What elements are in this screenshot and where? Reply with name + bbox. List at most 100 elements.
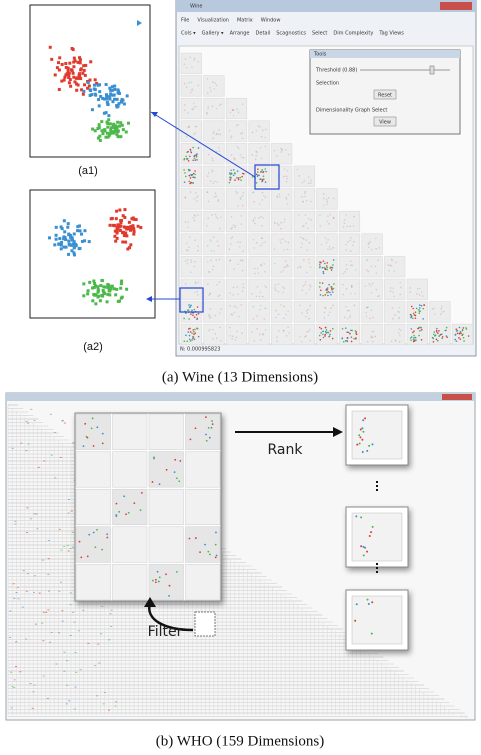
matrix-cell[interactable] xyxy=(271,256,292,277)
matrix-cell[interactable] xyxy=(271,234,292,255)
cell-point xyxy=(208,154,210,156)
matrix-cell[interactable] xyxy=(249,211,270,232)
menu-item[interactable]: Matrix xyxy=(237,18,253,24)
matrix-cell[interactable] xyxy=(317,302,338,323)
matrix-cell[interactable] xyxy=(226,256,247,277)
matrix-cell[interactable] xyxy=(294,189,315,210)
menu-item[interactable]: Window xyxy=(261,18,281,24)
matrix-cell[interactable] xyxy=(271,189,292,210)
matrix-cell[interactable] xyxy=(204,211,225,232)
matrix-cell[interactable] xyxy=(226,279,247,300)
menu-item[interactable]: Visualization xyxy=(197,18,229,24)
cell-point xyxy=(242,290,244,292)
matrix-cell[interactable] xyxy=(249,143,270,164)
matrix-cell[interactable] xyxy=(204,324,225,345)
close-button[interactable] xyxy=(440,2,472,10)
zoom-cell[interactable] xyxy=(76,489,111,525)
matrix-point xyxy=(60,550,62,551)
matrix-cell[interactable] xyxy=(384,324,405,345)
zoom-cell[interactable] xyxy=(149,564,184,600)
toolbar-item[interactable]: Scagnostics xyxy=(276,31,306,37)
matrix-point xyxy=(54,477,56,478)
toolbar-item[interactable]: Arrange xyxy=(230,31,250,37)
matrix-cell[interactable] xyxy=(249,189,270,210)
toolbar-item[interactable]: Tag Views xyxy=(378,31,404,37)
close-button-b[interactable] xyxy=(442,394,472,400)
matrix-cell[interactable] xyxy=(294,324,315,345)
matrix-cell[interactable] xyxy=(384,302,405,323)
matrix-cell[interactable] xyxy=(362,234,383,255)
matrix-cell[interactable] xyxy=(181,143,202,164)
matrix-cell[interactable] xyxy=(294,279,315,300)
matrix-cell[interactable] xyxy=(271,324,292,345)
matrix-cell[interactable] xyxy=(181,211,202,232)
matrix-cell[interactable] xyxy=(249,256,270,277)
matrix-cell[interactable] xyxy=(226,121,247,142)
matrix-cell[interactable] xyxy=(294,302,315,323)
matrix-cell[interactable] xyxy=(362,279,383,300)
matrix-cell[interactable] xyxy=(204,302,225,323)
zoom-cell[interactable] xyxy=(76,564,111,600)
toolbar-item[interactable]: Detail xyxy=(256,31,271,37)
menu-item[interactable]: File xyxy=(181,18,189,24)
matrix-point xyxy=(27,423,29,424)
zoom-cell[interactable] xyxy=(113,452,148,488)
matrix-cell[interactable] xyxy=(339,256,360,277)
cell-point xyxy=(274,222,276,224)
matrix-cell[interactable] xyxy=(226,302,247,323)
matrix-cell[interactable] xyxy=(249,234,270,255)
zoom-cell[interactable] xyxy=(113,414,148,450)
zoom-cell[interactable] xyxy=(76,452,111,488)
zoom-cell[interactable] xyxy=(186,452,221,488)
matrix-cell[interactable] xyxy=(339,279,360,300)
cell-point xyxy=(327,239,329,241)
matrix-cell[interactable] xyxy=(181,53,202,74)
zoom-cell[interactable] xyxy=(149,489,184,525)
matrix-cell[interactable] xyxy=(249,121,270,142)
zoom-cell[interactable] xyxy=(113,489,148,525)
matrix-cell[interactable] xyxy=(294,234,315,255)
matrix-cell[interactable] xyxy=(249,166,270,187)
cell-point xyxy=(206,440,208,442)
matrix-cell[interactable] xyxy=(430,302,451,323)
matrix-cell[interactable] xyxy=(271,166,292,187)
matrix-cell[interactable] xyxy=(339,234,360,255)
matrix-cell[interactable] xyxy=(339,302,360,323)
zoom-cell[interactable] xyxy=(113,527,148,563)
matrix-cell[interactable] xyxy=(249,324,270,345)
matrix-cell[interactable] xyxy=(226,234,247,255)
matrix-cell[interactable] xyxy=(204,76,225,97)
matrix-cell[interactable] xyxy=(317,234,338,255)
matrix-cell[interactable] xyxy=(294,211,315,232)
cell-point xyxy=(399,307,401,309)
zoom-cell[interactable] xyxy=(186,414,221,450)
cell-point xyxy=(192,314,194,316)
matrix-cell[interactable] xyxy=(384,256,405,277)
matrix-cell[interactable] xyxy=(204,98,225,119)
matrix-cell[interactable] xyxy=(249,302,270,323)
matrix-cell[interactable] xyxy=(204,279,225,300)
matrix-cell[interactable] xyxy=(271,279,292,300)
matrix-cell[interactable] xyxy=(181,166,202,187)
matrix-cell[interactable] xyxy=(226,211,247,232)
matrix-cell[interactable] xyxy=(226,166,247,187)
matrix-cell[interactable] xyxy=(362,302,383,323)
slider-thumb[interactable] xyxy=(430,66,434,74)
toolbar-item[interactable]: Dim Complexity xyxy=(333,31,373,37)
cell-point xyxy=(284,266,286,268)
zoom-cell[interactable] xyxy=(186,489,221,525)
zoom-cell[interactable] xyxy=(149,527,184,563)
zoom-cell[interactable] xyxy=(186,564,221,600)
matrix-cell[interactable] xyxy=(271,143,292,164)
matrix-point xyxy=(32,708,34,709)
matrix-cell[interactable] xyxy=(407,324,428,345)
matrix-cell[interactable] xyxy=(339,211,360,232)
matrix-cell[interactable] xyxy=(181,121,202,142)
zoom-cell[interactable] xyxy=(113,564,148,600)
matrix-cell[interactable] xyxy=(181,98,202,119)
toolbar-item[interactable]: Gallery ▾ xyxy=(202,31,224,37)
toolbar-item[interactable]: Cols ▾ xyxy=(181,31,196,37)
zoom-cell[interactable] xyxy=(149,414,184,450)
toolbar-item[interactable]: Select xyxy=(312,31,327,37)
zoom-cell[interactable] xyxy=(76,414,111,450)
